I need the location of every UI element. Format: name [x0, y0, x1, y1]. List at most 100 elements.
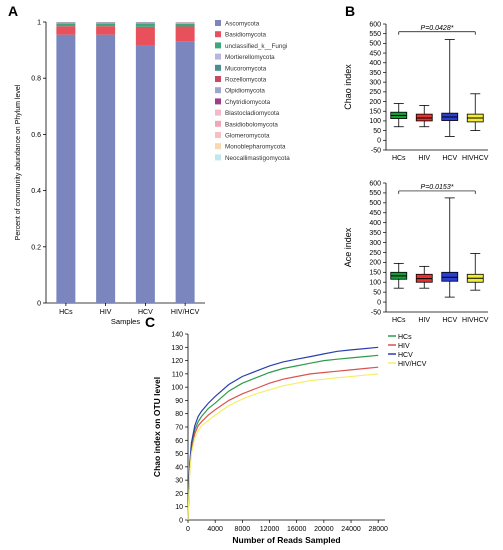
- x-tick-label: HIVHCV: [462, 155, 489, 162]
- x-tick-label: HIV: [100, 309, 112, 316]
- bar-segment: [175, 23, 195, 27]
- y-tick-label: 100: [369, 280, 381, 287]
- y-tick-label: 1: [37, 20, 41, 27]
- y-tick-label: 120: [171, 358, 183, 365]
- bar-segment: [96, 23, 116, 27]
- bar-segment: [96, 22, 116, 24]
- y-tick-label: 100: [171, 385, 183, 392]
- y-tick-label: 140: [171, 332, 183, 339]
- bar-segment: [135, 45, 155, 303]
- x-tick-label: 28000: [368, 526, 388, 533]
- y-tick-label: 80: [175, 411, 183, 418]
- bar-segment: [175, 26, 195, 42]
- x-tick-label: 0: [186, 526, 190, 533]
- bar-segment: [56, 34, 76, 304]
- y-tick-label: 450: [369, 50, 381, 57]
- y-tick-label: 20: [175, 491, 183, 498]
- bar-segment: [135, 23, 155, 27]
- series-line: [187, 373, 379, 521]
- legend-swatch: [215, 42, 221, 49]
- legend-label: Blastocladiomycota: [225, 110, 280, 117]
- legend-label: unclassified_k__Fungi: [225, 43, 287, 50]
- y-tick-label: 0.6: [31, 132, 41, 139]
- y-tick-label: 0: [377, 299, 381, 306]
- legend-swatch: [215, 132, 221, 138]
- x-tick-label: HCs: [59, 309, 73, 316]
- y-tick-label: 50: [373, 128, 381, 135]
- y-tick-label: 600: [369, 180, 381, 187]
- x-tick-label: HCs: [392, 317, 406, 324]
- x-tick-label: HIV: [418, 317, 430, 324]
- legend-swatch: [215, 76, 221, 82]
- y-tick-label: 400: [369, 220, 381, 227]
- y-tick-label: 300: [369, 79, 381, 86]
- y-tick-label: 350: [369, 70, 381, 77]
- x-tick-label: 24000: [341, 526, 361, 533]
- y-tick-label: 0: [37, 301, 41, 308]
- legend-swatch: [215, 20, 221, 26]
- x-tick-label: 20000: [314, 526, 334, 533]
- legend-swatch: [215, 109, 221, 116]
- panel-label-a: A: [8, 3, 18, 19]
- y-axis-title: Percent of community abundance on Phylum…: [15, 84, 22, 240]
- bar-segment: [135, 26, 155, 46]
- y-tick-label: 110: [172, 371, 183, 378]
- y-tick-label: 60: [175, 438, 183, 445]
- legend-label: Olpidiomycota: [225, 88, 265, 95]
- rarefaction-curve-chart: 0 10 20 30 40 50 60 70 80 90 100 110 120 130 140 0 4000 8…: [152, 332, 427, 546]
- y-tick-label: 500: [369, 41, 381, 48]
- y-tick-label: 50: [175, 451, 183, 458]
- legend-label: Glomeromycota: [225, 133, 270, 140]
- y-tick-label: 200: [369, 260, 381, 267]
- legend-swatch: [215, 87, 221, 94]
- p-value-annotation: P=0.0428*: [421, 25, 454, 32]
- y-tick-label: 0.4: [31, 188, 41, 195]
- y-axis-title: Chao index: [343, 64, 353, 110]
- legend-label: Ascomycota: [225, 21, 260, 28]
- series-line: [187, 346, 379, 521]
- legend-label: HCs: [398, 334, 412, 341]
- panel-label-b: B: [345, 3, 355, 19]
- y-tick-label: 200: [369, 99, 381, 106]
- y-axis-title: Chao index on OTU level: [152, 377, 162, 477]
- y-tick-label: 10: [175, 504, 183, 511]
- legend-label: Mortierellomycota: [225, 54, 275, 61]
- y-tick-label: 70: [175, 425, 183, 432]
- bar-segment: [96, 34, 116, 304]
- x-tick-label: HCV: [138, 309, 153, 316]
- x-tick-label: HCV: [442, 317, 457, 324]
- y-tick-label: 250: [369, 89, 381, 96]
- y-tick-label: 300: [369, 240, 381, 247]
- y-tick-label: 30: [175, 478, 183, 485]
- legend-label: Basidiobolomycota: [225, 121, 278, 128]
- y-tick-label: 50: [373, 289, 381, 296]
- y-tick-label: 0.8: [31, 76, 41, 83]
- bar-segment: [56, 26, 76, 35]
- y-tick-label: 250: [369, 250, 381, 257]
- y-tick-label: 0: [179, 518, 183, 525]
- y-tick-label: 130: [171, 345, 183, 352]
- x-tick-label: HIV: [418, 155, 430, 162]
- x-tick-label: 8000: [235, 526, 251, 533]
- y-tick-label: 90: [175, 398, 183, 405]
- x-tick-label: HIV/HCV: [171, 309, 200, 316]
- bar-segment: [56, 23, 76, 27]
- legend-label: HIV: [398, 343, 410, 350]
- legend-swatch: [215, 154, 221, 161]
- bar-segment: [96, 26, 116, 35]
- x-axis-title: Number of Reads Sampled: [232, 535, 340, 545]
- y-tick-label: 150: [369, 109, 381, 116]
- y-tick-label: -50: [371, 147, 381, 154]
- ace-index-boxplot: -50 0 50 100 150 200 250 300 350 400 450 500 550 600 H…: [343, 180, 489, 324]
- series-line: [187, 354, 379, 521]
- y-tick-label: 400: [369, 60, 381, 67]
- phylum-abundance-chart: 0 0.2 0.4 0.6 0.8 1 HCs HIV HCV HIV/HCV Samples Per…: [15, 20, 290, 327]
- legend-label: HIV/HCV: [398, 361, 427, 368]
- y-tick-label: 550: [369, 190, 381, 197]
- legend-label: Rozellomycota: [225, 77, 267, 84]
- x-tick-label: HIVHCV: [462, 317, 489, 324]
- y-tick-label: 450: [369, 210, 381, 217]
- panel-label-c: C: [145, 314, 155, 330]
- legend-label: Mucoromycota: [225, 65, 267, 72]
- legend-label: Chytridiomycota: [225, 99, 271, 106]
